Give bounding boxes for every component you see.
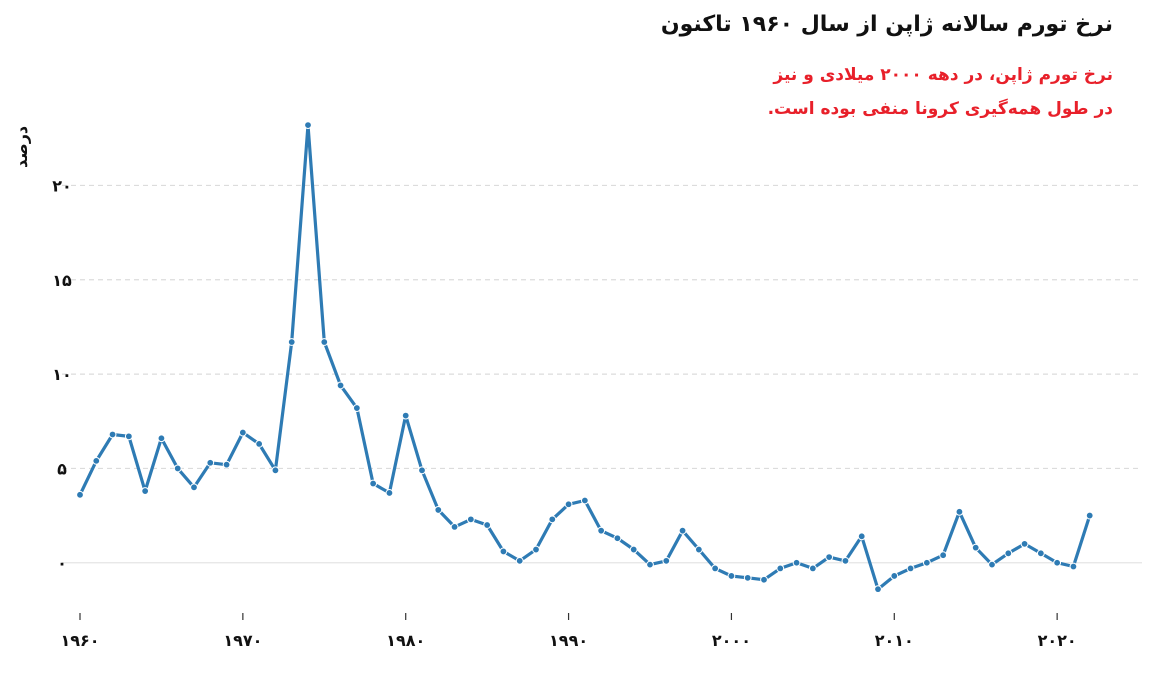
data-point [124,432,133,441]
x-tick-label: ۲۰۰۰ [712,631,751,650]
y-axis: ۰ ۵ ۱۰ ۱۵ ۲۰ [52,176,72,572]
data-point [792,558,801,567]
series-japan-inflation [76,121,1094,594]
data-point [906,564,915,573]
data-point [271,466,280,475]
data-point [499,547,508,556]
data-point [352,404,361,412]
data-point [580,496,589,505]
data-point [287,338,296,346]
y-tick-label: ۱۰ [52,365,72,384]
data-point [646,560,654,569]
data-point [760,575,768,584]
data-point [222,460,231,469]
data-point [548,515,557,524]
y-tick-label: ۰ [57,554,67,573]
data-point [532,545,540,554]
data-point [922,558,931,567]
data-point [727,572,736,580]
data-point [466,515,475,524]
data-point [515,556,524,565]
data-point [971,543,980,552]
data-point [418,466,426,475]
data-point [1053,558,1062,567]
x-tick-label: ۲۰۲۰ [1038,631,1077,650]
data-point [304,121,312,129]
data-point [597,526,606,535]
data-point [564,500,573,509]
data-point [434,506,443,514]
data-point [955,507,964,516]
data-point [320,338,329,346]
data-point [629,545,638,554]
data-point [190,483,198,492]
data-point [613,534,622,543]
data-point [1004,549,1013,558]
y-tick-label: ۲۰ [52,176,72,195]
data-point [92,456,101,465]
data-point [1020,539,1029,548]
y-tick-label: ۱۵ [52,271,72,290]
data-point [483,521,492,529]
chart-title: نرخ تورم سالانه ژاپن از سال ۱۹۶۰ تاکنون [660,12,1113,37]
data-point [890,572,899,580]
data-point [841,556,850,565]
data-point [450,523,459,531]
chart-annotation: نرخ تورم ژاپن، در دهه ۲۰۰۰ میلادی و نیز … [593,58,1113,126]
data-point [662,556,671,565]
data-point [157,434,166,443]
data-point [385,489,394,497]
data-point [173,464,182,473]
data-point [857,532,866,541]
data-point [694,545,703,554]
data-point [401,411,410,420]
x-tick-label: ۱۹۸۰ [386,631,425,650]
data-point [369,479,378,488]
data-point [874,585,882,594]
x-tick-label: ۱۹۶۰ [60,631,99,650]
data-point [1036,549,1045,558]
data-point [743,573,752,582]
data-point [76,490,84,499]
x-tick-label: ۱۹۷۰ [223,631,262,650]
data-point [336,381,345,390]
data-point [238,428,247,437]
data-point [776,564,785,573]
y-tick-label: ۵ [57,459,67,478]
data-point [206,458,215,467]
x-tick-label: ۲۰۱۰ [875,631,914,650]
data-point [1069,562,1078,571]
series-line [78,123,1092,591]
data-point [711,564,720,573]
data-point [825,553,834,561]
grid-layer [62,184,1142,564]
data-point [255,440,264,448]
data-point [808,564,817,573]
data-point [141,487,150,495]
data-point [1085,511,1094,520]
data-point [939,551,948,560]
x-axis: ۱۹۶۰ ۱۹۷۰ ۱۹۸۰ ۱۹۹۰ ۲۰۰۰ ۲۰۱۰ ۲۰۲۰ [60,613,1077,650]
data-point [108,430,117,439]
annotation-line-1: نرخ تورم ژاپن، در دهه ۲۰۰۰ میلادی و نیز [773,65,1113,85]
x-tick-label: ۱۹۹۰ [549,631,588,650]
data-point [988,560,996,569]
data-point [678,526,687,535]
annotation-line-2: در طول همه‌گیری کرونا منفی بوده است. [767,99,1113,119]
y-axis-label: درصد [12,125,31,168]
